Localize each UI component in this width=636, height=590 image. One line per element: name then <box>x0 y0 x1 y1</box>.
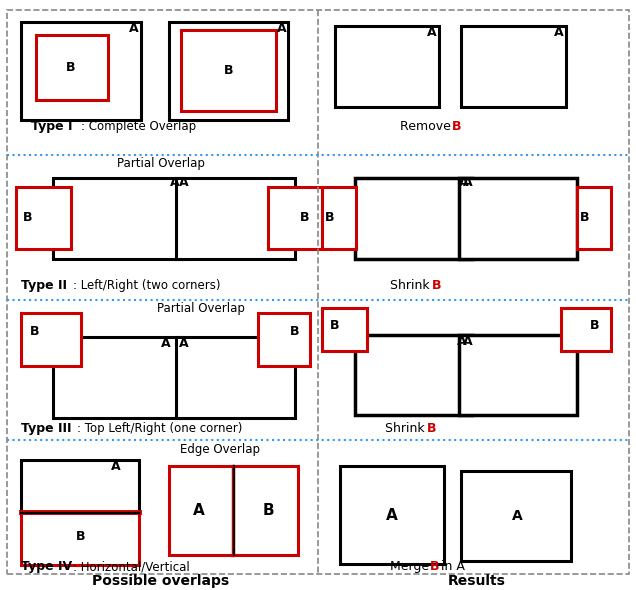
Text: Partial Overlap: Partial Overlap <box>117 157 205 170</box>
Bar <box>17 187 71 249</box>
Bar <box>36 35 108 100</box>
Bar <box>21 512 139 565</box>
Text: Results: Results <box>447 574 505 588</box>
Bar <box>335 26 439 107</box>
Bar <box>21 21 141 120</box>
Text: B: B <box>76 530 86 543</box>
Bar <box>322 308 367 350</box>
Text: A: A <box>554 26 563 39</box>
Text: A: A <box>512 509 523 523</box>
Bar <box>461 471 571 561</box>
Bar <box>355 178 473 259</box>
Bar <box>322 187 356 249</box>
Text: B: B <box>590 319 600 332</box>
Text: A: A <box>386 507 398 523</box>
Text: Type III: Type III <box>21 422 72 435</box>
Text: Type I: Type I <box>31 120 73 133</box>
Text: B: B <box>29 325 39 338</box>
Bar <box>268 187 323 249</box>
Bar <box>181 31 276 111</box>
Text: A: A <box>427 26 436 39</box>
Text: A: A <box>462 176 472 189</box>
Text: A: A <box>193 503 204 518</box>
Bar <box>459 335 577 415</box>
Text: B: B <box>325 211 335 224</box>
Text: A: A <box>179 337 188 350</box>
Text: A: A <box>277 22 287 35</box>
Bar <box>355 335 473 415</box>
Bar <box>169 466 298 555</box>
Text: B: B <box>300 211 310 224</box>
Bar <box>169 21 288 120</box>
Bar <box>258 313 310 366</box>
Text: A: A <box>459 176 468 189</box>
Bar <box>461 26 566 107</box>
Bar <box>561 308 611 350</box>
Text: Type IV: Type IV <box>21 560 73 573</box>
Text: A: A <box>462 335 472 348</box>
Text: A: A <box>179 176 188 189</box>
Text: A: A <box>457 335 466 348</box>
Text: : Complete Overlap: : Complete Overlap <box>81 120 196 133</box>
Text: B: B <box>22 211 32 224</box>
Text: B: B <box>580 211 590 224</box>
Text: A: A <box>129 22 139 35</box>
Text: B: B <box>429 560 439 573</box>
Bar <box>53 178 183 259</box>
Text: in A: in A <box>438 560 466 573</box>
Text: Edge Overlap: Edge Overlap <box>181 442 260 455</box>
Text: B: B <box>452 120 461 133</box>
Text: B: B <box>66 61 76 74</box>
Text: : Top Left/Right (one corner): : Top Left/Right (one corner) <box>77 422 242 435</box>
Text: Shrink: Shrink <box>390 279 433 292</box>
Text: Remove: Remove <box>399 120 455 133</box>
Text: Merge: Merge <box>390 560 433 573</box>
Text: : Left/Right (two corners): : Left/Right (two corners) <box>73 279 221 292</box>
Text: B: B <box>224 64 233 77</box>
Text: B: B <box>431 279 441 292</box>
Bar <box>176 337 295 418</box>
Text: Possible overlaps: Possible overlaps <box>92 574 229 588</box>
Text: A: A <box>111 460 121 473</box>
Text: B: B <box>330 319 340 332</box>
Text: A: A <box>161 337 170 350</box>
Text: : Horizontal/Vertical: : Horizontal/Vertical <box>73 560 190 573</box>
Bar <box>21 313 81 366</box>
Text: B: B <box>427 422 436 435</box>
Bar <box>577 187 611 249</box>
Text: Type II: Type II <box>21 279 67 292</box>
Text: Shrink: Shrink <box>385 422 428 435</box>
Bar <box>53 337 183 418</box>
Text: B: B <box>263 503 274 518</box>
Text: B: B <box>291 325 300 338</box>
Bar <box>459 178 577 259</box>
Bar <box>340 466 445 564</box>
Text: Partial Overlap: Partial Overlap <box>156 301 244 314</box>
Text: A: A <box>170 176 179 189</box>
Bar <box>21 460 139 514</box>
Bar <box>176 178 295 259</box>
